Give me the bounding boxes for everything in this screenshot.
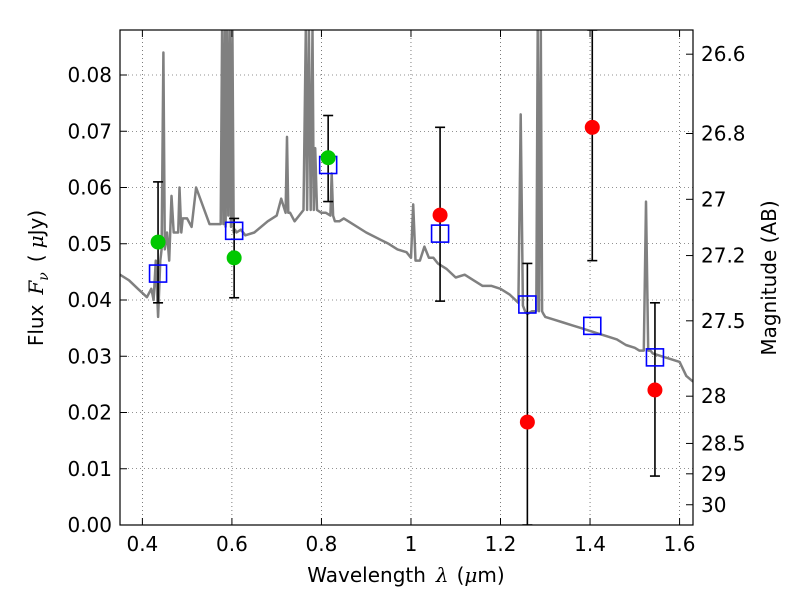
green-data-point (320, 150, 336, 166)
right-tick-label: 26.6 (701, 42, 746, 66)
red-data-point (519, 414, 535, 430)
observed-points (150, 119, 663, 430)
data-layer (120, 30, 693, 525)
green-data-point (150, 234, 166, 250)
right-tick-label: 28.5 (701, 431, 746, 455)
model-square-marker (518, 295, 537, 314)
right-tick-label: 28 (701, 384, 726, 408)
x-axis-label: Wavelength λ (μm) (307, 563, 504, 587)
y-tick-label: 0.02 (67, 401, 112, 425)
green-data-point (226, 250, 242, 266)
y-tick-label: 0.07 (67, 119, 112, 143)
x-tick-label: 0.4 (126, 532, 158, 556)
y-axis-label: FluxFν(μJy) (24, 210, 52, 346)
x-tick-label: 1.6 (664, 532, 696, 556)
model-spectrum-line (120, 30, 693, 383)
red-data-point (432, 207, 448, 223)
y-tick-label: 0.04 (67, 288, 112, 312)
grid-lines (120, 30, 693, 526)
model-square-marker (430, 224, 450, 243)
right-tick-label: 30 (701, 493, 726, 517)
model-square-marker (645, 348, 665, 367)
x-tick-label: 0.8 (306, 532, 338, 556)
plot-background (120, 30, 693, 525)
model-square-marker (224, 221, 244, 241)
x-axis-ticks: 0.4 0.6 0.8 1 1.2 1.4 1.6 (126, 30, 695, 556)
right-tick-label: 26.8 (701, 122, 746, 146)
y-tick-label: 0.08 (67, 63, 112, 87)
red-data-point (584, 119, 600, 135)
x-tick-label: 1.2 (485, 532, 517, 556)
y-tick-label: 0.00 (67, 513, 112, 537)
y-tick-label: 0.03 (67, 344, 112, 368)
y-tick-label: 0.05 (67, 232, 112, 256)
red-data-point (647, 382, 663, 398)
model-band-squares (148, 155, 665, 367)
right-tick-label: 27.5 (701, 309, 746, 333)
right-axis-ticks: 26.6 26.8 27 27.2 27.5 28 28.5 29 30 (686, 42, 746, 517)
plot-frame (119, 29, 694, 526)
right-tick-label: 27.2 (701, 244, 746, 268)
model-square-marker (148, 264, 168, 283)
y-axis-ticks: 0.00 0.01 0.02 0.03 0.04 0.05 0.06 0.07 0.08 (67, 63, 127, 537)
y-tick-label: 0.06 (67, 176, 112, 200)
right-tick-label: 27 (701, 187, 726, 211)
model-square-marker (582, 316, 602, 336)
right-axis-label: Magnitude (AB) (757, 200, 781, 355)
y-tick-label: 0.01 (67, 457, 112, 481)
right-tick-label: 29 (701, 462, 726, 486)
x-tick-label: 1.4 (574, 532, 606, 556)
x-tick-label: 1 (405, 532, 418, 556)
x-tick-label: 0.6 (216, 532, 248, 556)
